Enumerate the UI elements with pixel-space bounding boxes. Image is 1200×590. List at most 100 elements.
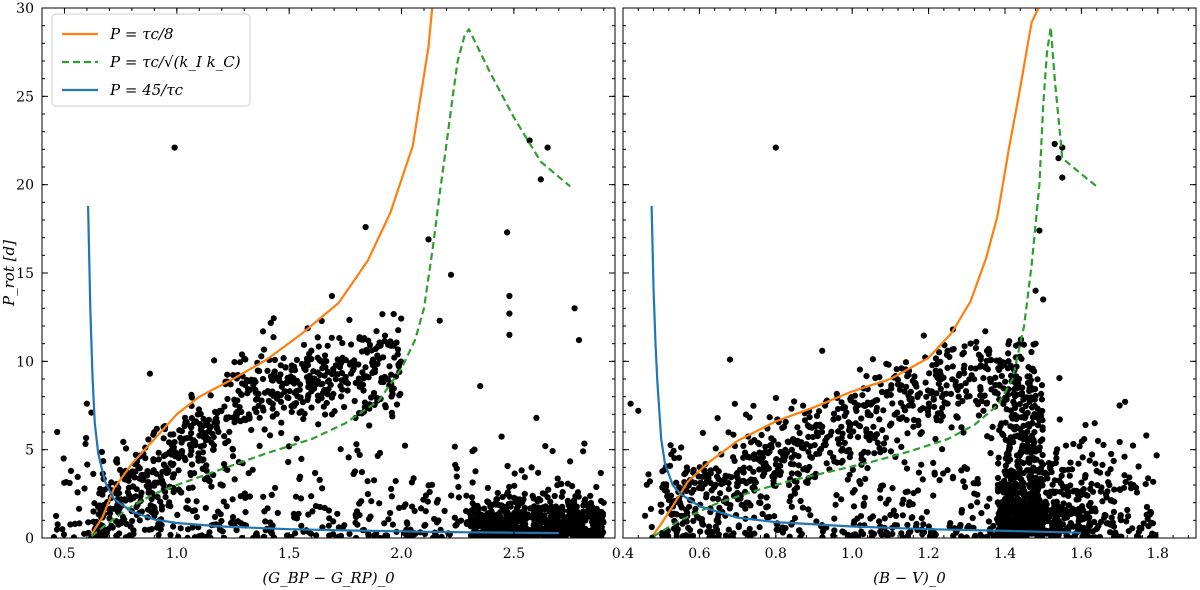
data-point — [569, 529, 576, 536]
data-point — [227, 381, 234, 388]
data-point — [118, 519, 125, 527]
data-point — [795, 462, 802, 469]
data-point — [157, 526, 164, 533]
data-point — [862, 475, 869, 482]
data-point — [252, 386, 259, 393]
data-point — [980, 375, 987, 382]
data-point — [1116, 438, 1123, 446]
data-point — [972, 345, 980, 352]
data-point — [986, 495, 993, 502]
data-point — [994, 474, 1002, 482]
data-point — [1080, 486, 1087, 493]
data-point — [770, 477, 777, 484]
data-point — [236, 408, 243, 415]
data-point — [1034, 422, 1042, 429]
data-point — [1082, 421, 1089, 429]
data-point — [729, 534, 736, 538]
data-point — [703, 494, 710, 501]
data-point — [1095, 522, 1102, 530]
data-point — [184, 497, 191, 504]
data-point — [326, 532, 333, 538]
data-point — [1029, 414, 1037, 421]
data-point — [888, 385, 895, 392]
data-point — [148, 495, 155, 503]
data-point — [883, 360, 890, 367]
data-point — [874, 439, 881, 446]
data-point — [715, 533, 722, 538]
data-point — [839, 405, 846, 412]
data-point — [322, 411, 329, 418]
data-point — [930, 492, 937, 499]
data-point — [410, 475, 417, 482]
data-point — [1031, 402, 1038, 409]
data-point — [898, 530, 905, 537]
data-point — [385, 516, 392, 523]
data-point — [146, 370, 153, 377]
data-point — [974, 475, 981, 483]
data-point — [129, 468, 136, 475]
data-point — [772, 144, 779, 151]
data-point — [971, 376, 978, 383]
data-point — [627, 400, 634, 407]
data-point — [1002, 436, 1009, 443]
data-point — [441, 507, 448, 515]
data-point — [1034, 376, 1041, 383]
data-point — [237, 493, 244, 500]
data-point — [819, 534, 826, 538]
data-point — [998, 372, 1005, 380]
data-point — [1028, 366, 1035, 373]
data-point — [892, 512, 900, 520]
data-point — [955, 372, 962, 379]
data-point — [162, 494, 169, 501]
data-point — [388, 493, 395, 500]
data-point — [506, 483, 513, 490]
data-point — [725, 526, 732, 533]
data-point — [242, 508, 249, 516]
data-point — [518, 467, 525, 474]
data-point — [1015, 520, 1023, 527]
data-point — [715, 476, 722, 483]
y-tick-label: 20 — [16, 178, 34, 194]
data-point — [926, 370, 933, 377]
data-point — [364, 491, 371, 498]
data-point — [481, 505, 488, 512]
data-point — [313, 532, 320, 538]
data-point — [858, 415, 865, 422]
data-point — [947, 520, 954, 527]
data-point — [756, 524, 763, 531]
data-point — [885, 496, 892, 503]
data-point — [964, 465, 971, 472]
data-point — [200, 415, 207, 422]
data-point — [226, 428, 233, 435]
data-point — [184, 526, 192, 533]
data-point — [863, 433, 870, 440]
data-point — [770, 437, 777, 444]
data-point — [392, 478, 399, 485]
data-point — [1014, 432, 1021, 439]
data-point — [472, 524, 479, 531]
data-point — [361, 335, 368, 342]
data-point — [364, 478, 371, 485]
data-point — [855, 533, 862, 538]
data-point — [353, 508, 361, 515]
data-point — [136, 465, 143, 472]
data-point — [879, 427, 886, 434]
data-point — [1007, 407, 1015, 414]
data-point — [266, 432, 274, 439]
data-point — [931, 471, 938, 478]
data-point — [812, 470, 819, 477]
data-point — [190, 420, 198, 427]
data-point — [705, 475, 712, 482]
data-point — [722, 532, 730, 538]
data-point — [531, 514, 538, 521]
data-point — [389, 521, 396, 528]
data-point — [359, 381, 367, 388]
data-point — [249, 466, 256, 473]
data-point — [1062, 442, 1070, 449]
data-point — [977, 392, 984, 399]
data-point — [923, 393, 930, 400]
data-point — [963, 534, 970, 538]
data-point — [575, 493, 582, 500]
data-point — [802, 478, 810, 486]
data-point — [1017, 481, 1024, 488]
